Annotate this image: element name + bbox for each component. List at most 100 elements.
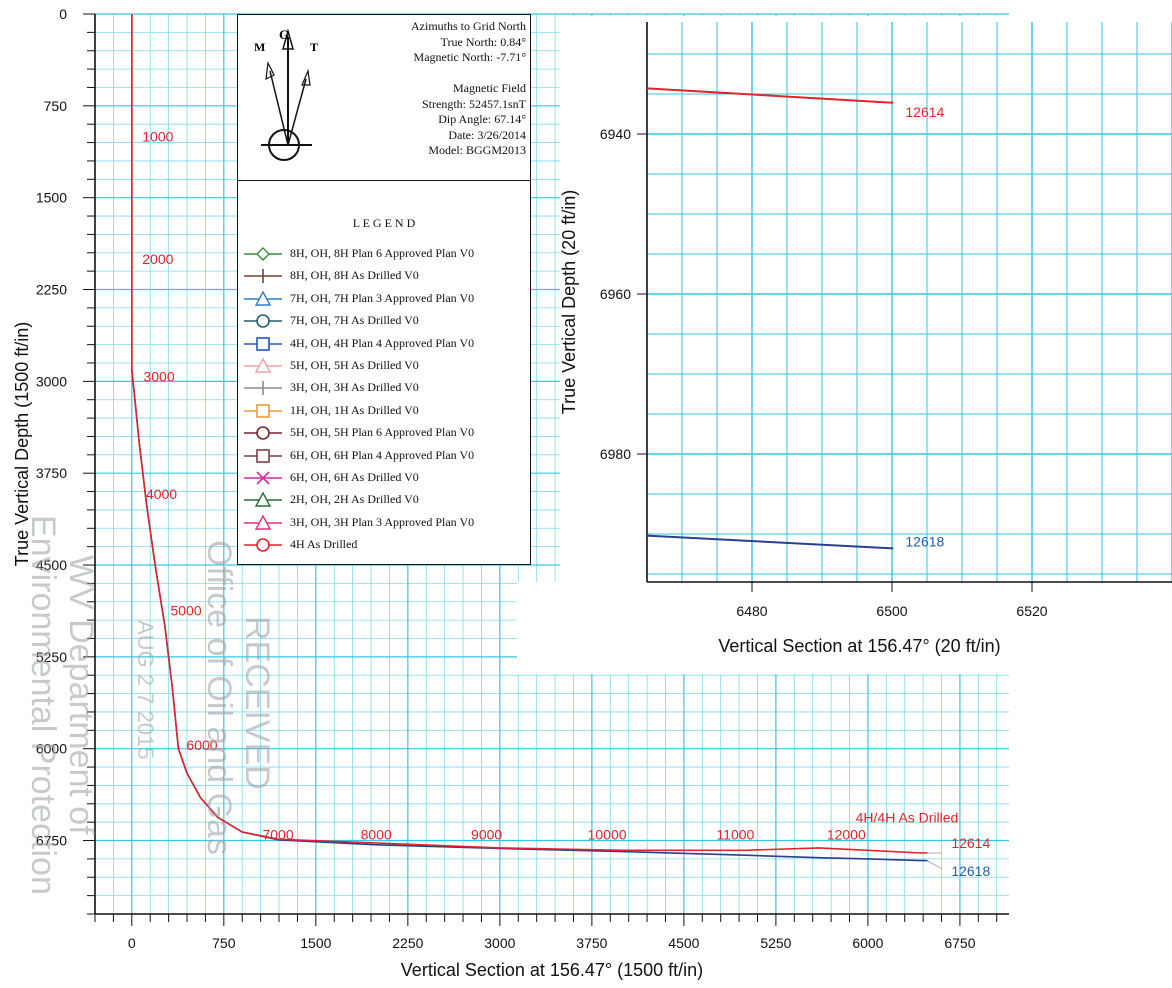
legend-item-label: 3H, OH, 3H As Drilled V0 bbox=[290, 380, 419, 395]
legend-marker bbox=[254, 290, 272, 306]
end-label: 12618 bbox=[951, 863, 990, 879]
north-info-line: Model: BGGM2013 bbox=[428, 143, 526, 157]
north-info-line: Date: 3/26/2014 bbox=[448, 127, 526, 142]
well-path-line bbox=[131, 14, 928, 854]
north-info-line bbox=[411, 66, 526, 82]
x-tick-label: 1500 bbox=[300, 935, 331, 951]
legend-plus-icon bbox=[244, 381, 282, 396]
north-info-text: Azimuths to Grid North True North: 0.84°… bbox=[411, 19, 526, 159]
legend-item: 8H, OH, 8H Plan 6 Approved Plan V0 bbox=[238, 244, 548, 264]
legend-item-label: 2H, OH, 2H As Drilled V0 bbox=[290, 492, 419, 507]
stamp-received: RECEIVED bbox=[238, 616, 276, 790]
north-reference-box: G M T Azimuths to Grid North True North:… bbox=[237, 14, 531, 181]
x-tick-label: 6750 bbox=[944, 935, 975, 951]
legend-item: 5H, OH, 5H Plan 6 Approved Plan V0 bbox=[238, 423, 548, 443]
legend-marker bbox=[256, 314, 270, 328]
north-info-line: Dip Angle: 67.14° bbox=[438, 112, 526, 126]
legend-item-label: 3H, OH, 3H Plan 3 Approved Plan V0 bbox=[290, 514, 475, 529]
legend-marker bbox=[254, 514, 272, 530]
legend-triangle-icon bbox=[244, 491, 282, 508]
legend-item-label: 7H, OH, 7H As Drilled V0 bbox=[290, 313, 419, 328]
x-tick-label: 6000 bbox=[852, 935, 883, 951]
legend-item-label: 6H, OH, 6H As Drilled V0 bbox=[290, 470, 419, 484]
legend-item: 4H, OH, 4H Plan 4 Approved Plan V0 bbox=[238, 334, 548, 354]
md-label: 12000 bbox=[827, 826, 866, 842]
stamp-dept1: WV Department of bbox=[62, 555, 100, 835]
legend-marker bbox=[256, 247, 270, 261]
legend-circle-icon bbox=[244, 426, 282, 440]
md-label: 2000 bbox=[142, 251, 173, 267]
legend-triangle-icon bbox=[244, 357, 282, 373]
end-label: 12614 bbox=[951, 835, 990, 851]
legend-box: L E G E N D 8H, OH, 8H Plan 6 Approved P… bbox=[237, 180, 531, 565]
legend-square-icon bbox=[244, 448, 282, 463]
legend-triangle-icon bbox=[244, 514, 282, 530]
y-tick-label: 4500 bbox=[36, 557, 67, 573]
md-label: 11000 bbox=[716, 826, 754, 842]
legend-x-icon bbox=[244, 471, 282, 485]
north-info-line: Magnetic Field bbox=[453, 81, 526, 95]
north-arrow-icon: G M T bbox=[254, 27, 318, 161]
legend-marker bbox=[254, 357, 272, 373]
x-axis-title: Vertical Section at 156.47° (1500 ft/in) bbox=[401, 960, 703, 980]
end-leader-line bbox=[927, 860, 942, 870]
legend-marker bbox=[256, 538, 270, 552]
md-label: 9000 bbox=[471, 826, 502, 842]
x-tick-label: 4500 bbox=[668, 935, 699, 951]
y-tick-label: 3000 bbox=[36, 373, 67, 389]
legend-circle-icon bbox=[244, 538, 282, 552]
md-label: 6000 bbox=[186, 737, 217, 753]
md-label: 10000 bbox=[588, 826, 627, 842]
legend-item: 6H, OH, 6H As Drilled V0 bbox=[238, 468, 548, 488]
north-info-line: Azimuths to Grid North bbox=[411, 19, 526, 33]
legend-item-label: 6H, OH, 6H Plan 4 Approved Plan V0 bbox=[290, 447, 475, 462]
md-label: 7000 bbox=[262, 826, 293, 842]
legend-marker bbox=[256, 426, 270, 440]
y-tick-label: 3750 bbox=[36, 465, 67, 481]
y-tick-label: 1500 bbox=[36, 190, 67, 206]
legend-circle-icon bbox=[244, 314, 282, 328]
legend-item: 1H, OH, 1H As Drilled V0 bbox=[238, 401, 548, 421]
legend-plus-icon bbox=[244, 269, 282, 284]
x-tick-label: 5250 bbox=[760, 935, 791, 951]
legend-item-label: 5H, OH, 5H As Drilled V0 bbox=[290, 358, 419, 372]
legend-item-label: 7H, OH, 7H Plan 3 Approved Plan V0 bbox=[290, 290, 475, 305]
md-label: 3000 bbox=[143, 368, 174, 384]
legend-square-icon bbox=[244, 336, 282, 351]
legend-square-icon bbox=[244, 403, 282, 418]
md-label: 5000 bbox=[170, 602, 201, 618]
legend-item-label: 1H, OH, 1H As Drilled V0 bbox=[290, 402, 419, 417]
legend-item: 2H, OH, 2H As Drilled V0 bbox=[238, 490, 548, 510]
stamp-dept2: Environmental Protection bbox=[24, 515, 62, 895]
x-tick-label: 3000 bbox=[484, 935, 515, 951]
legend-item: 4H As Drilled bbox=[238, 535, 548, 555]
md-label: 4000 bbox=[146, 486, 177, 502]
legend-title: L E G E N D bbox=[352, 216, 416, 230]
legend-item-label: 4H, OH, 4H Plan 4 Approved Plan V0 bbox=[290, 335, 475, 350]
grid-north-label: G bbox=[279, 27, 289, 42]
north-info-line: Magnetic North: -7.71° bbox=[413, 50, 526, 64]
legend-item-label: 8H, OH, 8H As Drilled V0 bbox=[290, 268, 419, 283]
x-tick-label: 0 bbox=[128, 935, 136, 951]
x-tick-label: 2250 bbox=[392, 935, 423, 951]
y-tick-label: 6750 bbox=[36, 833, 67, 849]
legend-item: 7H, OH, 7H Plan 3 Approved Plan V0 bbox=[238, 289, 548, 309]
stamp-office: Office of Oil and Gas bbox=[200, 540, 238, 855]
legend-item-label: 5H, OH, 5H Plan 6 Approved Plan V0 bbox=[290, 425, 475, 440]
md-label: 1000 bbox=[142, 128, 173, 144]
y-tick-label: 5250 bbox=[36, 649, 67, 665]
y-tick-label: 2250 bbox=[36, 282, 67, 298]
legend-marker bbox=[254, 491, 272, 508]
legend-item: 6H, OH, 6H Plan 4 Approved Plan V0 bbox=[238, 446, 548, 466]
legend-marker bbox=[256, 471, 270, 485]
x-tick-label: 750 bbox=[212, 935, 236, 951]
y-tick-label: 6000 bbox=[36, 741, 67, 757]
legend-item: 3H, OH, 3H Plan 3 Approved Plan V0 bbox=[238, 513, 548, 533]
north-info-line: True North: 0.84° bbox=[440, 34, 526, 49]
magnetic-north-label: M bbox=[254, 40, 265, 54]
legend-marker bbox=[256, 448, 270, 463]
legend-item: 7H, OH, 7H As Drilled V0 bbox=[238, 311, 548, 331]
stamp-date: AUG 2 7 2015 bbox=[133, 620, 158, 760]
